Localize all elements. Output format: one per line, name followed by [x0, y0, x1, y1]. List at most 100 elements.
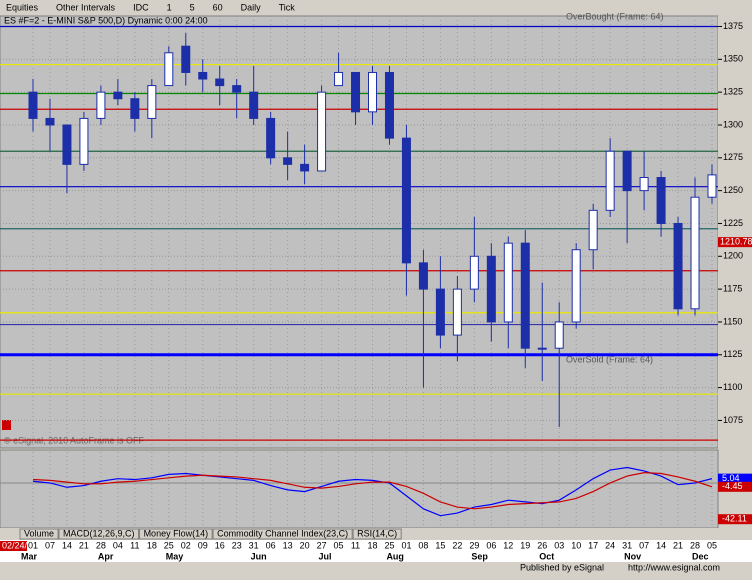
start-date: 02/24/11	[2, 540, 36, 550]
x-tick-label: 27	[317, 540, 327, 550]
toolbar-item[interactable]: Equities	[6, 2, 39, 12]
candle-body	[673, 222, 683, 310]
toolbar-item[interactable]: Daily	[241, 2, 262, 12]
candle-body	[28, 91, 38, 119]
x-tick-label: 19	[520, 540, 530, 550]
candle-body	[435, 288, 445, 336]
x-tick-label: 03	[554, 540, 564, 550]
month-label: Nov	[624, 551, 641, 561]
x-tick-label: 31	[249, 540, 259, 550]
x-tick-label: 01	[28, 540, 38, 550]
indicator-tab[interactable]: Money Flow(14)	[144, 528, 209, 538]
tab-frame	[352, 528, 402, 540]
indicator-tab[interactable]: MACD(12,26,9,C)	[63, 528, 135, 538]
candle-body	[45, 117, 55, 126]
y-tick-label: 1100	[723, 382, 742, 392]
month-label: Mar	[21, 551, 38, 561]
candle-body	[317, 91, 327, 172]
signal-line	[32, 472, 713, 510]
candle-body	[452, 288, 462, 336]
x-tick-label: 05	[334, 540, 344, 550]
indicator-tab[interactable]: RSI(14,C)	[357, 528, 397, 538]
candle-body	[283, 157, 293, 165]
candle-body	[690, 196, 700, 310]
month-label: Jul	[319, 551, 332, 561]
toolbar-item[interactable]: Other Intervals	[56, 2, 116, 12]
y-tick-label: 1125	[723, 349, 742, 359]
x-tick-label: 20	[300, 540, 310, 550]
x-tick-label: 29	[469, 540, 479, 550]
candle-body	[571, 249, 581, 323]
price-marker	[718, 237, 752, 248]
toolbar-item[interactable]: 5	[190, 2, 195, 12]
x-tick-label: 28	[96, 540, 106, 550]
candle-body	[181, 45, 191, 73]
toolbar-item[interactable]: 60	[213, 2, 223, 12]
annotation: OverBought (Frame: 64)	[566, 11, 664, 21]
x-tick-label: 16	[215, 540, 225, 550]
x-tick-label: 24	[605, 540, 615, 550]
candle-body	[554, 321, 564, 349]
x-tick-label: 12	[503, 540, 513, 550]
x-tick-label: 31	[622, 540, 632, 550]
x-tick-label: 18	[367, 540, 377, 550]
tab-frame	[212, 528, 353, 540]
date-axis-bg	[0, 540, 752, 562]
x-tick-label: 06	[266, 540, 276, 550]
y-tick-label: 1275	[723, 152, 743, 162]
x-tick-label: 05	[707, 540, 717, 550]
scale-label-bg	[718, 514, 752, 525]
x-tick-label: 01	[401, 540, 411, 550]
x-tick-label: 28	[690, 540, 700, 550]
candle-body	[639, 177, 649, 192]
y-tick-label: 1350	[723, 54, 743, 64]
candle-body	[622, 150, 632, 192]
macd-value-bg	[718, 473, 752, 484]
month-label: Apr	[98, 551, 114, 561]
x-tick-label: 23	[232, 540, 242, 550]
x-tick-label: 18	[147, 540, 157, 550]
candle-body	[351, 71, 361, 113]
footer: Published by eSignal	[520, 562, 604, 572]
x-tick-label: 14	[62, 540, 72, 550]
x-tick-label: 21	[673, 540, 683, 550]
candle-body	[520, 242, 530, 349]
y-tick-label: 1075	[723, 415, 743, 425]
candle-body	[215, 78, 225, 87]
tab-frame	[58, 528, 140, 540]
footer-url: http://www.esignal.com	[628, 562, 720, 572]
x-tick-label: 07	[45, 540, 55, 550]
x-tick-label: 11	[351, 540, 360, 550]
macd-line	[32, 466, 713, 517]
month-label: May	[166, 551, 184, 561]
tab-frame	[19, 528, 59, 540]
candle-body	[656, 177, 666, 224]
month-label: Dec	[692, 551, 709, 561]
signal-value-bg	[718, 481, 752, 492]
x-tick-label: 17	[588, 540, 598, 550]
x-tick-label: 25	[384, 540, 394, 550]
candle-body	[486, 255, 496, 323]
indicator-tab[interactable]: Commodity Channel Index(23,C)	[217, 528, 348, 538]
toolbar-item[interactable]: IDC	[133, 2, 149, 12]
x-tick-label: 09	[198, 540, 208, 550]
x-tick-label: 04	[113, 540, 123, 550]
toolbar-item[interactable]: 1	[167, 2, 172, 12]
toolbar-item[interactable]: Tick	[279, 2, 296, 12]
indicator-tab[interactable]: Volume	[24, 528, 54, 538]
x-tick-label: 26	[537, 540, 547, 550]
chart-title: ES #F=2 - E-MINI S&P 500,D) Dynamic 0:00…	[4, 15, 208, 25]
x-tick-label: 06	[486, 540, 496, 550]
candle-body	[266, 117, 276, 159]
candle-body	[232, 85, 242, 93]
x-tick-label: 02	[181, 540, 191, 550]
x-tick-label: 11	[130, 540, 139, 550]
candle-body	[79, 117, 89, 165]
candle-body	[503, 242, 513, 323]
y-tick-label: 1150	[723, 316, 742, 326]
candle-body	[113, 91, 123, 100]
candle-body	[249, 91, 259, 119]
x-tick-label: 25	[164, 540, 174, 550]
y-tick-label: 1375	[723, 21, 743, 31]
